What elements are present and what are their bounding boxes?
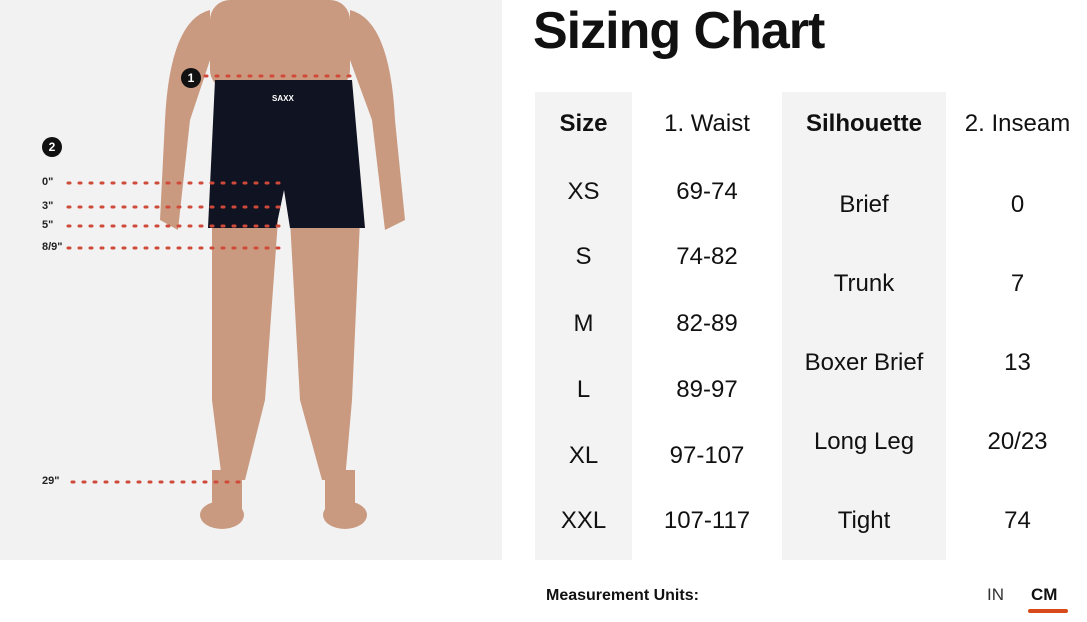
measurement-units-label: Measurement Units: [546,587,699,604]
silhouette-cell: Tight [837,507,891,534]
page-title: Sizing Chart [533,2,825,60]
waist-cell: 69-74 [676,178,738,205]
inseam-cell: 7 [1010,270,1025,297]
inseam-cell: 0 [1010,191,1025,218]
inseam-label: 8/9" [42,241,63,253]
waist-cell: 74-82 [676,243,738,270]
inseam-label: 0" [42,176,54,188]
waist-cell: 89-97 [676,376,738,403]
waist-header: 1. Waist [664,110,750,137]
boxer-brief [208,80,365,228]
waist-cell: 97-107 [669,442,745,469]
silhouette-column: Silhouette Brief Trunk Boxer Brief Long … [782,92,946,560]
inseam-column: 2. Inseam 0 7 13 20/23 74 [948,92,1087,560]
inseam-badge: 2 [42,137,62,157]
silhouette-cell: Trunk [833,270,895,297]
inseam-cell: 13 [1004,349,1031,376]
unit-cm-button[interactable]: CM [1031,585,1058,604]
waist-badge: 1 [181,68,201,88]
silhouette-cell: Brief [839,191,889,218]
selected-unit-underline [1028,609,1068,613]
unit-in-button[interactable]: IN [987,585,1004,604]
size-cell: L [576,376,591,403]
size-cell: XXL [560,507,607,534]
waist-cell: 82-89 [676,310,738,337]
inseam-label: 5" [42,219,54,231]
size-cell: XS [567,178,600,205]
inseam-label: 29" [42,475,60,487]
inseam-cell: 74 [1004,507,1031,534]
size-cell: M [573,310,594,337]
inseam-header: 2. Inseam [964,110,1071,137]
model-figure [66,0,405,529]
size-cell: XL [568,442,599,469]
model-photo: SAXX 1 2 0" 3" 5" 8/9" 29" [0,0,502,560]
waist-cell: 107-117 [663,507,751,534]
inseam-label: 3" [42,200,54,212]
brand-label: SAXX [272,94,294,103]
size-column: Size XS S M L XL XXL [535,92,632,560]
waist-column: 1. Waist 69-74 74-82 82-89 89-97 97-107 … [634,92,780,560]
inseam-cell: 20/23 [987,428,1048,455]
size-header: Size [559,110,608,137]
silhouette-cell: Boxer Brief [804,349,924,376]
silhouette-header: Silhouette [805,110,922,137]
silhouette-cell: Long Leg [813,428,915,455]
size-cell: S [575,243,592,270]
